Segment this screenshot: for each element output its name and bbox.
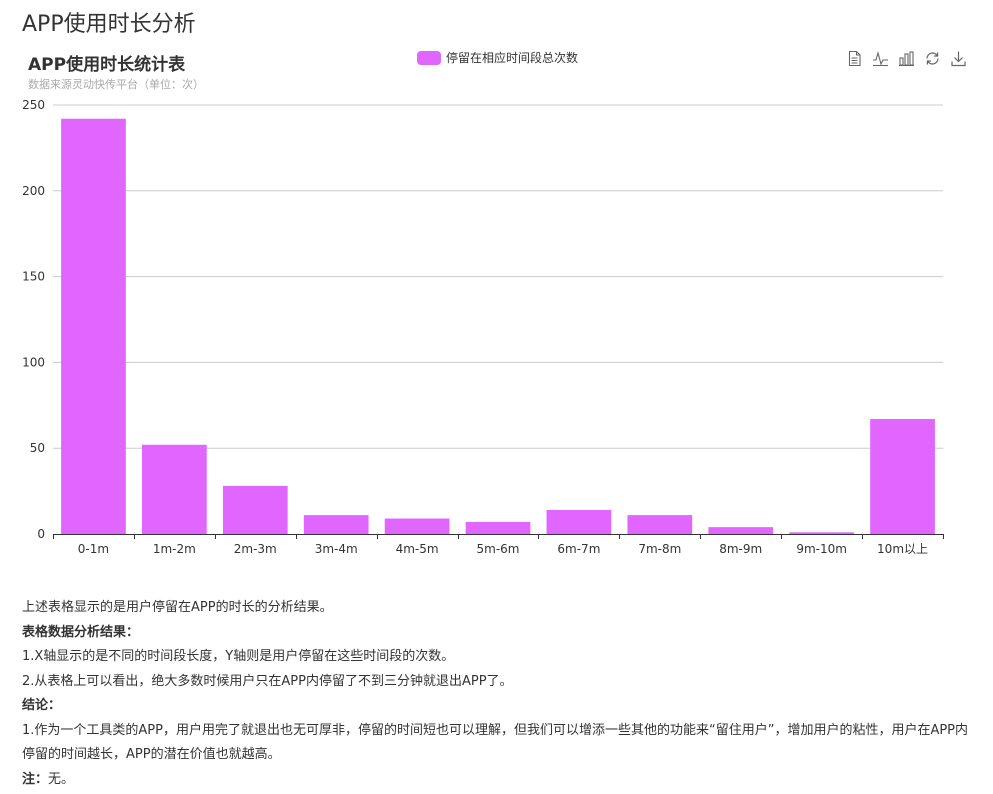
bar-chart-icon[interactable] bbox=[898, 50, 915, 67]
bar-4m-5m bbox=[384, 518, 450, 534]
result-item-1: 1.X轴显示的是不同的时间段长度，Y轴则是用户停留在这些时间段的次数。 bbox=[22, 649, 455, 664]
restore-icon[interactable] bbox=[924, 50, 941, 67]
line-chart-icon[interactable] bbox=[872, 50, 889, 67]
result-item-2: 2.从表格上可以看出，绝大多数时候用户只在APP内停留了不到三分钟就退出APP了… bbox=[22, 673, 513, 689]
x-tick-label: 9m-10m bbox=[796, 542, 847, 556]
bar-0-1m bbox=[61, 118, 126, 534]
chart-toolbox bbox=[846, 50, 967, 67]
bar-7m-8m bbox=[627, 515, 693, 534]
data-view-icon[interactable] bbox=[846, 50, 863, 67]
y-tick-label: 0 bbox=[37, 527, 45, 541]
note-value: 无。 bbox=[48, 771, 75, 787]
bar-2m-3m bbox=[222, 485, 288, 534]
y-tick-label: 150 bbox=[22, 270, 45, 284]
x-tick-label: 3m-4m bbox=[315, 542, 358, 556]
x-tick-label: 8m-9m bbox=[719, 542, 762, 556]
x-tick-label: 0-1m bbox=[78, 542, 109, 556]
download-icon[interactable] bbox=[950, 50, 967, 67]
x-tick-label: 6m-7m bbox=[557, 542, 600, 556]
bar-chart: 0 50 100 150 200 250 0-1m 1m-2m 2m-3m 3m-4m 4m-5m 5… bbox=[22, 98, 944, 556]
bar-8m-9m bbox=[708, 527, 774, 534]
y-tick-label: 100 bbox=[22, 355, 45, 369]
y-tick-label: 250 bbox=[22, 98, 45, 112]
legend-item[interactable]: 停留在相应时间段总次数 bbox=[417, 49, 578, 66]
page-title: APP使用时长分析 bbox=[22, 12, 196, 37]
note-line: 注：无。 bbox=[22, 768, 972, 793]
x-tick-label: 10m以上 bbox=[877, 542, 928, 556]
x-tick-label: 2m-3m bbox=[234, 542, 277, 556]
bar-10m以上 bbox=[870, 419, 935, 534]
chart-subtitle: 数据来源灵动快传平台（单位：次） bbox=[28, 78, 204, 91]
result-heading: 表格数据分析结果： bbox=[22, 624, 140, 640]
y-tick-label: 50 bbox=[30, 441, 45, 455]
x-tick-label: 5m-6m bbox=[477, 542, 520, 556]
bar-6m-7m bbox=[546, 509, 612, 534]
legend-swatch bbox=[417, 50, 441, 65]
x-tick-label: 4m-5m bbox=[396, 542, 439, 556]
x-tick-label: 7m-8m bbox=[638, 542, 681, 556]
conclusion-item-1: 1.作为一个工具类的APP，用户用完了就退出也无可厚非，停留的时间短也可以理解，… bbox=[22, 722, 969, 763]
conclusion-heading: 结论： bbox=[22, 698, 62, 713]
bar-5m-6m bbox=[465, 521, 531, 534]
chart-title: APP使用时长统计表 bbox=[28, 55, 186, 75]
bar-3m-4m bbox=[303, 515, 369, 534]
y-tick-label: 200 bbox=[22, 184, 45, 198]
x-tick-label: 1m-2m bbox=[153, 542, 196, 556]
note-label: 注： bbox=[22, 771, 49, 787]
bar-9m-10m bbox=[789, 532, 854, 534]
analysis-intro: 上述表格显示的是用户停留在APP的时长的分析结果。 bbox=[22, 600, 333, 615]
legend-label: 停留在相应时间段总次数 bbox=[446, 51, 579, 65]
bar-1m-2m bbox=[142, 444, 207, 534]
analysis-text: 上述表格显示的是用户停留在APP的时长的分析结果。 表格数据分析结果： 1.X轴… bbox=[22, 596, 972, 792]
